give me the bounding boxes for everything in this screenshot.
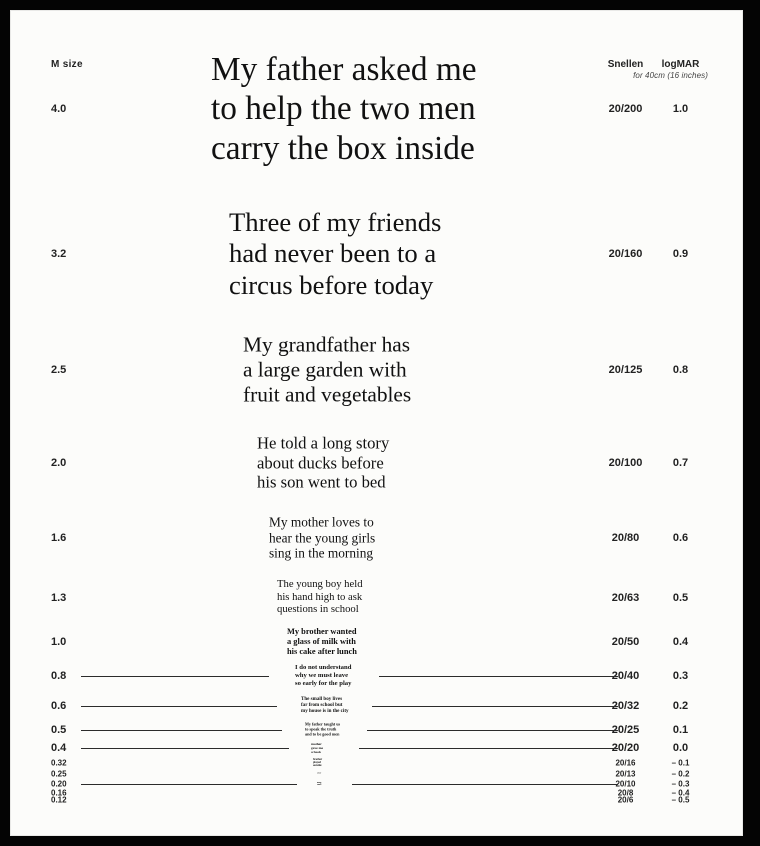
reading-sentence: My brother wanted a glass of milk with h… [287,627,357,657]
reading-sentence: Three of my friends had never been to a … [229,207,441,301]
m-size-value: 1.0 [51,636,91,648]
row-rule [359,748,618,749]
reading-sentence: My father asked me to help the two men c… [211,50,477,168]
logmar-value: 0.0 [653,742,708,754]
logmar-value: 0.9 [653,248,708,260]
metrics: 20/500.4 [578,636,708,648]
chart-row: 0.820/400.3I do not understand why we mu… [51,663,708,689]
logmar-value: 0.1 [653,724,708,736]
reading-sentence: The small boy lives far from school but … [301,697,349,715]
metrics: 20/1600.9 [578,248,708,260]
chart-row: 0.25 20/13– 0.2 ever [51,769,708,779]
snellen-value: 20/200 [598,103,653,115]
chart-row: 2.5 20/1250.8 My grandfather has a large g… [51,335,708,405]
metrics: 20/800.6 [578,532,708,544]
metrics: 20/1250.8 [578,364,708,376]
reading-sentence: The young boy held his hand high to ask … [277,579,363,617]
logmar-value: 0.2 [653,700,708,712]
m-size-value: 2.0 [51,457,91,469]
m-size-value: 1.6 [51,532,91,544]
logmar-value: 0.5 [653,592,708,604]
metrics: 20/13– 0.2 [578,770,708,779]
snellen-value: 20/80 [598,532,653,544]
snellen-value: 20/160 [598,248,653,260]
logmar-value: 0.8 [653,364,708,376]
reading-sentence: My grandfather has a large garden with f… [243,332,411,407]
reading-sentence: brother played outside [313,758,322,768]
reading-sentence: ever [317,773,321,776]
chart-row: 0.520/250.1My father taught us to speak … [51,721,708,739]
row-rule [367,730,619,731]
logmar-value: 0.3 [653,670,708,682]
reading-sentence: I do not understand why we must leave so… [295,664,351,688]
logmar-value: – 0.2 [653,770,708,779]
chart-row: 4.020/2001.0My father asked me to help t… [51,59,708,159]
row-rule [81,676,269,677]
metrics: 20/630.5 [578,592,708,604]
reading-chart-card: M size SnellenlogMAR for 40cm (16 inches… [10,10,743,836]
logmar-value: – 0.5 [653,795,708,804]
logmar-value: – 0.3 [653,780,708,789]
row-rule [352,784,619,785]
reading-sentence: many small [317,782,321,786]
row-rule [379,676,618,677]
reading-sentence: My father taught us to speak the truth a… [305,723,340,738]
logmar-value: – 0.1 [653,758,708,767]
row-rule [372,706,619,707]
metrics: 20/6– 0.5 [578,795,708,804]
metrics: 20/16– 0.1 [578,758,708,767]
chart-row: 0.2020/10– 0.3many small [51,779,708,789]
chart-row: 1.0 20/500.4 My brother wanted a glass of … [51,627,708,657]
row-rule [81,706,277,707]
snellen-value: 20/13 [598,770,653,779]
row-rule [81,784,297,785]
m-size-value: 0.25 [51,770,91,779]
snellen-value: 20/6 [598,795,653,804]
metrics: 20/2001.0 [578,103,708,115]
m-size-value: 4.0 [51,103,91,115]
logmar-value: 0.4 [653,636,708,648]
chart-row: 0.620/320.2The small boy lives far from … [51,695,708,717]
m-size-value: 0.32 [51,758,91,767]
reading-sentence: My mother loves to hear the young girls … [269,514,375,561]
snellen-value: 20/16 [598,758,653,767]
row-rule [81,748,289,749]
chart-row: 0.12 20/6– 0.5 [51,796,708,803]
reading-sentence: mother gave me a book [311,742,323,754]
logmar-value: 0.6 [653,532,708,544]
chart-row: 1.3 20/630.5 The young boy held his hand h… [51,579,708,617]
snellen-value: 20/50 [598,636,653,648]
chart-row: 2.0 20/1000.7 He told a long story about d… [51,435,708,491]
m-size-value: 0.12 [51,795,91,804]
snellen-value: 20/63 [598,592,653,604]
chart-row: 3.220/1600.9Three of my friends had neve… [51,211,708,297]
reading-sentence: He told a long story about ducks before … [257,433,389,492]
m-size-value: 1.3 [51,592,91,604]
snellen-value: 20/125 [598,364,653,376]
m-size-value: 2.5 [51,364,91,376]
m-size-value: 3.2 [51,248,91,260]
logmar-value: 0.7 [653,457,708,469]
snellen-value: 20/100 [598,457,653,469]
metrics: 20/1000.7 [578,457,708,469]
chart-row: 0.32 20/16– 0.1 brother played outside [51,757,708,768]
logmar-value: 1.0 [653,103,708,115]
chart-row: 0.420/200.0mother gave me a book [51,741,708,755]
row-rule [81,730,282,731]
chart-row: 1.6 20/800.6 My mother loves to hear the y… [51,515,708,561]
page: M size SnellenlogMAR for 40cm (16 inches… [0,0,760,846]
